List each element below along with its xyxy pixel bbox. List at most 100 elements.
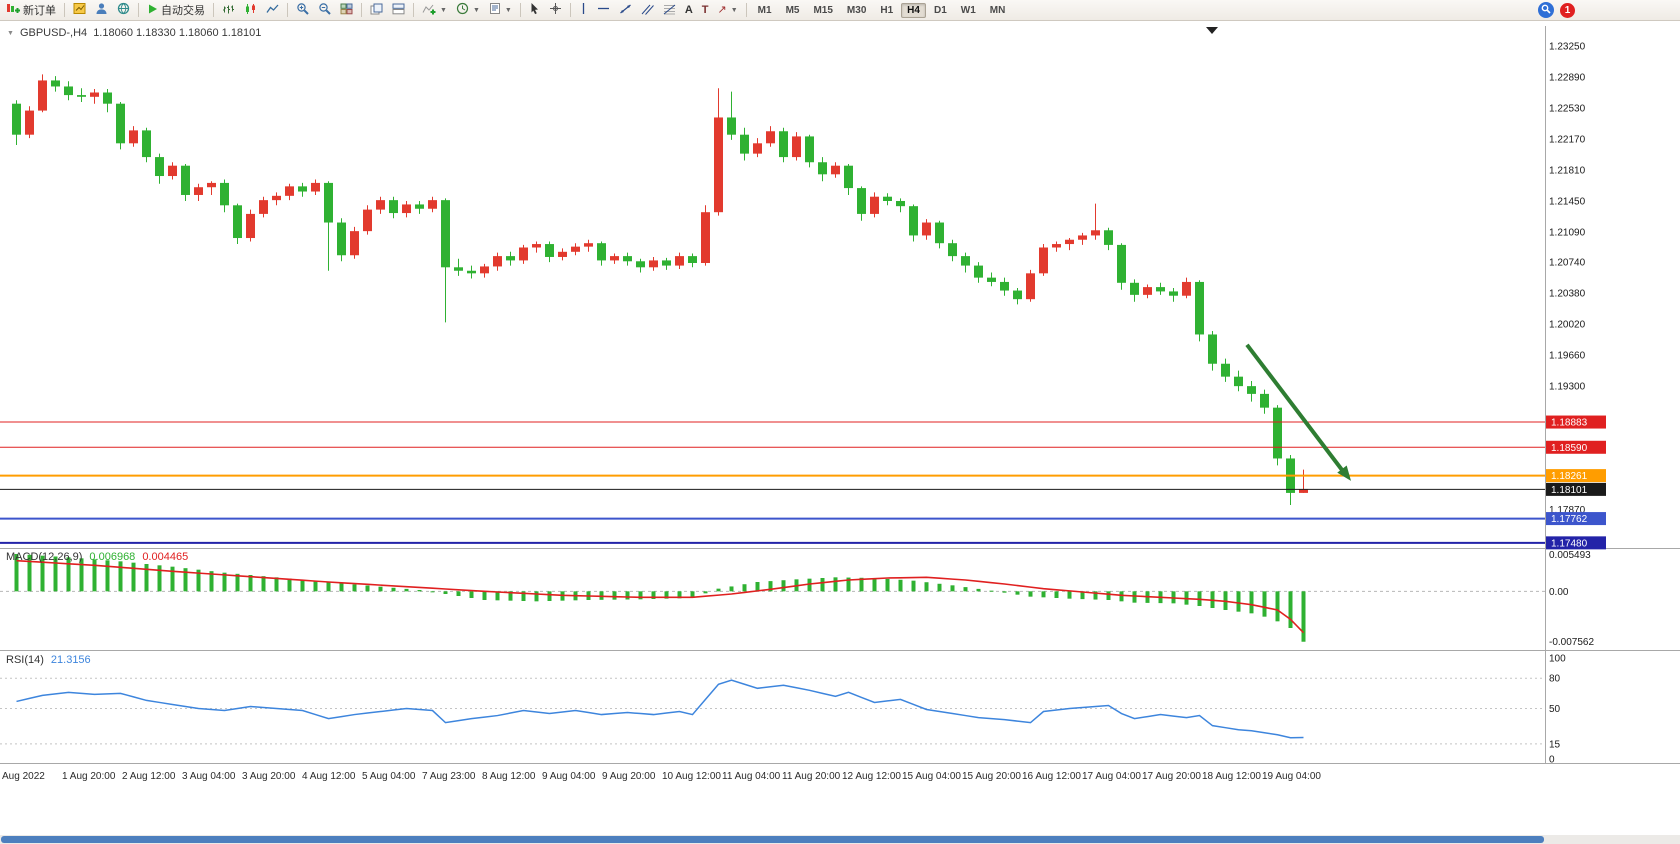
crosshair-icon — [549, 2, 562, 18]
fibonacci-button[interactable] — [659, 1, 680, 19]
periods-button[interactable]: ▼ — [452, 1, 484, 19]
zoom-in-button[interactable] — [292, 1, 313, 19]
candle-body — [597, 243, 606, 261]
macd-histogram-bar — [365, 585, 370, 592]
notification-badge[interactable]: 1 — [1560, 2, 1575, 18]
macd-histogram-bar — [729, 586, 734, 592]
candle-body — [506, 256, 515, 261]
timeframe-m15-button[interactable]: M15 — [813, 4, 833, 16]
price-line-label-text: 1.18101 — [1551, 485, 1588, 496]
macd-histogram-bar — [1275, 591, 1280, 622]
macd-histogram-bar — [157, 565, 162, 592]
candlestick-icon — [244, 3, 257, 18]
market-watch-button[interactable] — [69, 1, 90, 19]
text-tool-icon: A — [684, 3, 693, 16]
macd-histogram-bar — [690, 591, 695, 598]
timeframe-h4-button[interactable]: H4 — [901, 2, 926, 18]
candle-body — [987, 277, 996, 282]
tile-windows-button[interactable] — [336, 1, 357, 19]
time-axis-label: 3 Aug 04:00 — [182, 771, 236, 782]
navigator-button[interactable] — [91, 1, 112, 19]
timeframe-w1-button[interactable]: W1 — [960, 4, 976, 16]
zoom-out-button[interactable] — [314, 1, 335, 19]
chart-collapse-icon[interactable]: ▼ — [7, 29, 14, 37]
rsi-value: 21.3156 — [50, 654, 91, 666]
h-scrollbar-thumb[interactable] — [1, 836, 1544, 843]
ohlc-values: 1.18060 1.18330 1.18060 1.18101 — [93, 27, 262, 39]
macd-label-row: MACD(12,26,9) 0.006968 0.004465 — [6, 551, 188, 563]
candle-body — [129, 130, 138, 144]
text-button[interactable]: A — [681, 1, 697, 19]
timeframe-h1-button[interactable]: H1 — [880, 4, 894, 16]
candle-body — [584, 243, 593, 247]
timeframe-m30-button[interactable]: M30 — [846, 4, 867, 16]
time-axis-label: 8 Aug 12:00 — [482, 771, 536, 782]
zoom-out-icon — [318, 2, 331, 18]
indicators-button[interactable]: ▼ — [418, 1, 451, 19]
candle-body — [1182, 281, 1191, 296]
timeframe-d1-button[interactable]: D1 — [933, 4, 947, 16]
vertical-line-button[interactable] — [575, 1, 592, 19]
candle-body — [324, 182, 333, 223]
macd-histogram-bar — [105, 560, 110, 592]
candle-body — [493, 256, 502, 267]
price-line-label-bg — [1546, 536, 1606, 550]
cursor-button[interactable] — [525, 1, 544, 19]
macd-histogram-bar — [456, 591, 461, 596]
price-line-label-text: 1.18883 — [1551, 418, 1588, 429]
channel-button[interactable] — [637, 1, 658, 19]
timeframe-m5-button[interactable]: M5 — [785, 4, 800, 16]
chart-background[interactable] — [0, 22, 1680, 844]
autotrading-button[interactable]: 自动交易 — [143, 1, 209, 19]
time-axis-label: Aug 2022 — [2, 771, 45, 782]
search-button[interactable] — [1538, 2, 1554, 18]
macd-histogram-bar — [872, 578, 877, 592]
crosshair-button[interactable] — [545, 1, 566, 19]
macd-histogram-bar — [898, 579, 903, 592]
trend-arrow-annotation[interactable] — [1245, 343, 1351, 481]
candle-body — [896, 200, 905, 207]
macd-main-value: 0.006968 — [89, 551, 136, 563]
macd-indicator-name: MACD(12,26,9) — [6, 551, 83, 563]
macd-histogram-bar — [313, 580, 318, 592]
candle-body — [51, 80, 60, 87]
macd-histogram-bar — [261, 576, 266, 592]
trend-arrow-line — [1245, 343, 1347, 476]
tile-windows-icon — [340, 3, 353, 18]
macd-histogram-bar — [183, 568, 188, 592]
shapes-button[interactable]: ↗ ▼ — [714, 1, 742, 19]
candle-body — [64, 86, 73, 96]
rsi-tick-label: 100 — [1549, 654, 1566, 665]
line-chart-mode-button[interactable] — [262, 1, 283, 19]
cascade-windows-button[interactable] — [366, 1, 387, 19]
bar-chart-mode-button[interactable] — [218, 1, 239, 19]
macd-histogram-bar — [495, 591, 500, 601]
toolbar-separator — [569, 3, 571, 17]
templates-button[interactable]: ▼ — [485, 1, 516, 19]
macd-histogram-bar — [14, 554, 19, 592]
macd-histogram-bar — [1236, 591, 1241, 612]
text-label-button[interactable]: T — [698, 1, 713, 19]
macd-histogram-bar — [755, 582, 760, 592]
candle-body — [1000, 281, 1009, 291]
macd-histogram-bar — [118, 561, 123, 592]
timeframe-m1-button[interactable]: M1 — [757, 4, 772, 16]
macd-histogram-bar — [508, 591, 513, 601]
price-tick-label: 1.21090 — [1549, 227, 1586, 238]
trendline-button[interactable] — [615, 1, 636, 19]
candle-body — [1169, 291, 1178, 296]
horizontal-line-button[interactable] — [593, 1, 614, 19]
vertical-line-icon — [579, 2, 588, 18]
bar-marker-triangle-icon — [1206, 27, 1218, 34]
arrange-windows-button[interactable] — [388, 1, 409, 19]
macd-panel — [0, 554, 1545, 642]
community-button[interactable] — [113, 1, 134, 19]
timeframe-mn-button[interactable]: MN — [989, 4, 1006, 16]
macd-histogram-bar — [768, 581, 773, 592]
candlestick-mode-button[interactable] — [240, 1, 261, 19]
new-order-button[interactable]: 新订单 — [2, 1, 60, 19]
macd-histogram-bar — [287, 578, 292, 592]
candle-body — [402, 204, 411, 214]
label-tool-icon: T — [701, 3, 709, 16]
